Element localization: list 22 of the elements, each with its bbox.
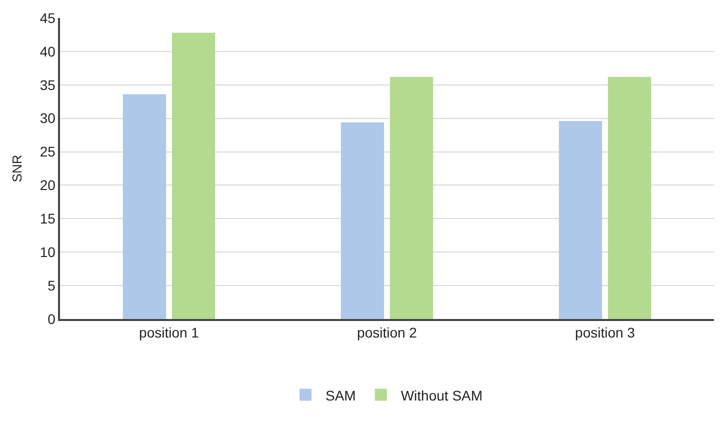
x-tick-label: position 1	[139, 324, 200, 341]
y-tick-label: 30	[40, 110, 56, 126]
y-tick-label: 25	[40, 144, 56, 160]
y-tick-label: 0	[48, 310, 56, 327]
bar	[558, 121, 602, 319]
x-tick-label: position 3	[575, 324, 636, 341]
bar	[122, 94, 166, 319]
legend-label: Without SAM	[400, 387, 483, 404]
bar	[608, 76, 652, 319]
y-tick-label: 5	[48, 277, 56, 294]
y-tick-label: 15	[40, 210, 56, 227]
legend-label: SAM	[326, 387, 356, 404]
x-tick-label: position 2	[357, 324, 418, 341]
y-tick-label: 35	[40, 76, 56, 93]
y-tick-label: 10	[40, 244, 56, 260]
bar	[340, 122, 384, 319]
y-tick-label: 40	[40, 43, 56, 60]
y-axis-title: SNR	[9, 154, 24, 182]
bar	[172, 32, 216, 319]
y-tick-label: 45	[40, 10, 56, 26]
y-tick-label: 20	[40, 177, 56, 194]
bar	[390, 76, 434, 319]
